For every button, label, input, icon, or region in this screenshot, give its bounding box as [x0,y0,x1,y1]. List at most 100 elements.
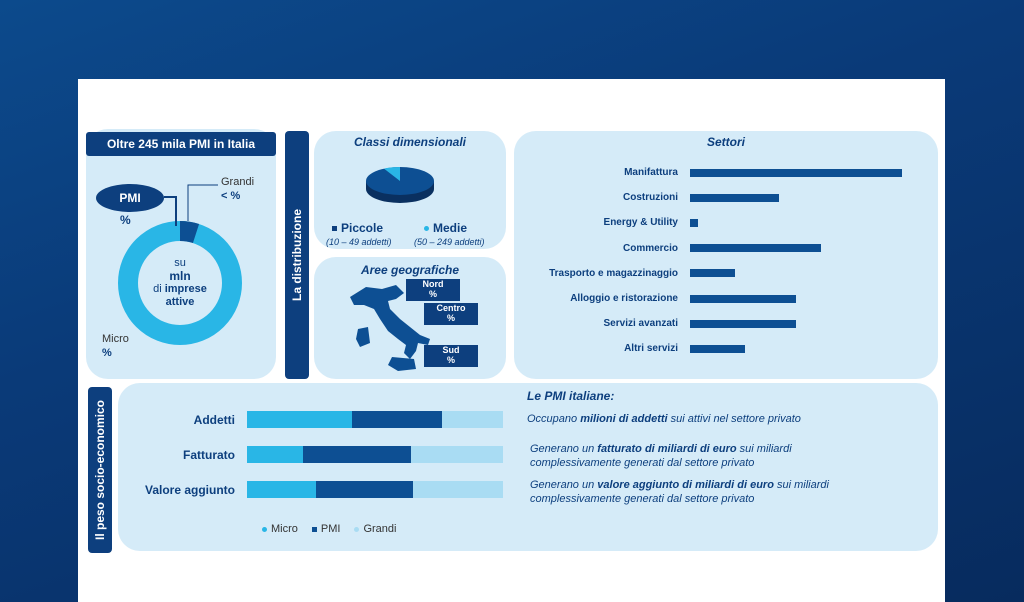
pmi-overview-title: Oltre 245 mila PMI in Italia [86,132,276,156]
sector-row: Costruzioni [520,192,779,203]
sector-label: Alloggio e ristorazione [570,293,678,304]
legend-pmi-marker [311,526,317,532]
pmi-badge: PMI [96,184,164,212]
centro-pct: % [446,312,455,323]
micro-label: Micro [102,333,129,345]
sector-label: Commercio [622,242,678,254]
valore-bold: valore aggiunto di miliardi di euro [597,479,774,491]
addetti-post: sui attivi nel settore privato [667,413,801,425]
classi-title: Classi dimensionali [353,135,467,149]
centro-label: Centro [436,303,466,313]
segment-grandi [413,481,503,498]
aree-title: Aree geografiche [360,263,460,277]
legend-grandi: Grandi [354,523,396,535]
settori-title: Settori [706,135,745,149]
piccole-marker [332,226,337,232]
center-line-imprese: imprese [164,283,207,296]
sector-label: Servizi avanzati [603,318,678,330]
sector-bar [690,168,902,177]
medie-legend: Medie [424,221,467,235]
socio-text-valore: Generano un valore aggiunto di miliardi … [530,478,880,507]
sector-bar [690,319,796,328]
legend-pmi-label: PMI [320,523,341,535]
sector-row: Manifattura [520,167,902,178]
stack-row: Valore aggiunto [137,481,503,498]
socio-side-label: Il peso socio-economico [88,387,112,553]
fatturato-pre: Generano un [530,443,598,455]
stack-label: Fatturato [183,447,235,462]
nord-box: Nord % [406,279,460,301]
pmi-donut-chart [118,220,242,345]
distribuzione-side-label: La distribuzione [285,131,309,379]
medie-label: Medie [433,221,468,235]
sector-bar [690,294,796,303]
center-line-di-word: di [153,283,162,296]
donut-center-text: su mln di imprese attive [140,257,220,309]
socio-text-fatturato: Generano un fatturato di miliardi di eur… [530,442,870,471]
segment-grandi [410,446,503,463]
addetti-pre: Occupano [527,413,581,425]
stacked-bar [247,411,503,428]
infographic-card: Oltre 245 mila PMI in Italia PMI % Grand… [78,79,945,602]
sector-bar [690,218,698,227]
sud-label: Sud [442,345,460,355]
micro-percentage: % [102,347,112,359]
stack-label: Addetti [193,412,235,427]
classi-pie-chart [366,166,434,203]
sector-row: Energy & Utility [520,217,698,228]
stack-row: Addetti [137,411,503,428]
legend-grandi-marker [354,526,360,532]
sector-bar [690,269,735,278]
socio-heading: Le PMI italiane: [527,389,615,403]
stack-label: Valore aggiunto [144,482,235,497]
center-line-di: di imprese [140,283,220,296]
sud-pct: % [446,354,455,365]
grandi-percentage: < % [221,190,241,202]
centro-box: Centro % [424,303,478,325]
sector-row: Alloggio e ristorazione [520,293,796,304]
stacked-bar [247,446,503,463]
sector-label: Energy & Utility [603,217,678,229]
sector-bar [690,344,745,353]
italy-map-icon [350,285,430,371]
segment-grandi [441,411,503,428]
legend-micro: Micro [262,523,298,535]
piccole-legend: Piccole [332,221,383,235]
pmi-badge-label: PMI [119,191,141,205]
nord-label: Nord [422,279,444,289]
valore-pre: Generano un [530,479,598,491]
medie-marker [424,226,429,232]
segment-micro [247,411,352,428]
pmi-percentage: % [120,213,131,227]
legend-grandi-label: Grandi [363,523,397,535]
addetti-bold: milioni di addetti [580,413,668,425]
sector-label: Altri servizi [624,343,678,355]
fatturato-post: sui miliardi complessivamente generati d… [530,443,792,470]
stack-row: Fatturato [137,446,503,463]
socio-legend: Micro PMI Grandi [262,523,396,535]
valore-post: sui miliardi complessivamente generati d… [530,479,829,506]
sector-row: Trasporto e magazzinaggio [520,268,735,279]
socio-side-text: Il peso socio-economico [93,399,107,541]
sector-bar [690,244,821,253]
center-line-attive: attive [165,296,195,309]
segment-pmi [316,481,414,498]
sector-label: Manifattura [624,167,678,178]
piccole-range: (10 – 49 addetti) [326,237,392,247]
sector-row: Servizi avanzati [520,318,796,329]
sector-row: Altri servizi [520,343,745,354]
center-line-su: su [174,257,186,269]
center-line-mln: mln [169,268,191,283]
legend-micro-marker [262,526,267,532]
sector-row: Commercio [520,243,821,254]
medie-range: (50 – 249 addetti) [414,237,485,247]
fatturato-bold: fatturato di miliardi di euro [597,443,737,455]
distribuzione-text: La distribuzione [290,208,305,302]
sector-label: Costruzioni [623,192,678,204]
segment-pmi [303,446,411,463]
legend-micro-label: Micro [271,523,298,535]
segment-pmi [351,411,442,428]
nord-pct: % [428,288,437,299]
segment-micro [247,481,317,498]
sector-bar [690,193,779,202]
